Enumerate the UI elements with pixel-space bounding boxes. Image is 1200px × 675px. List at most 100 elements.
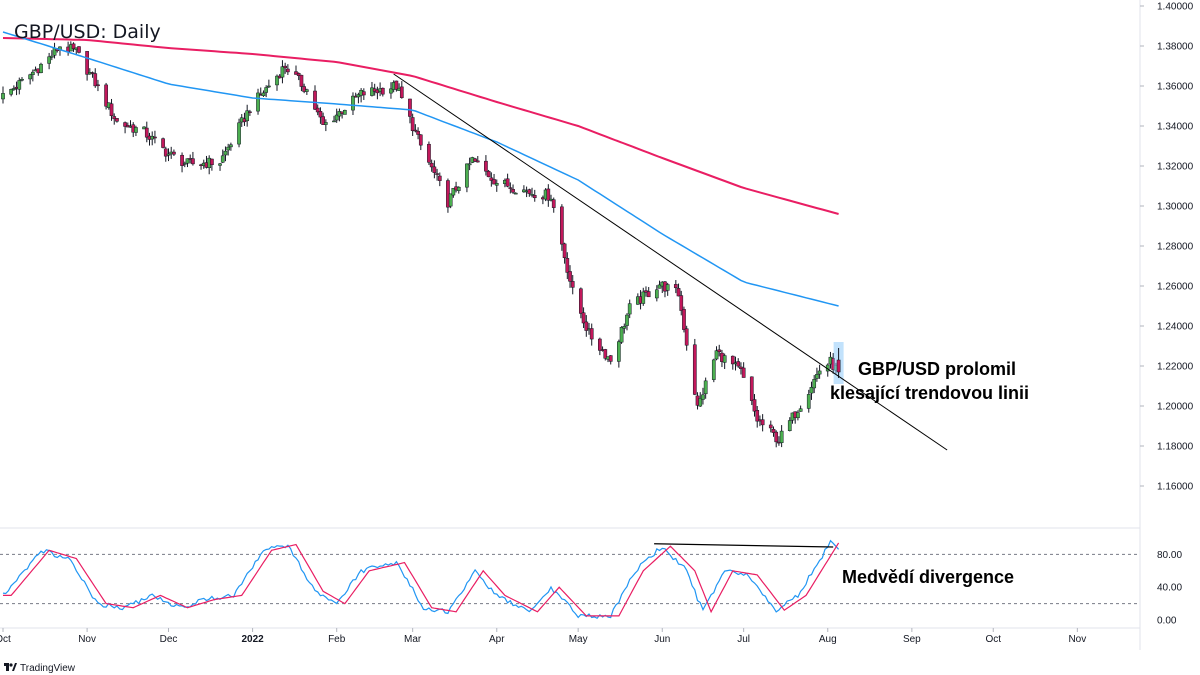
price-tick-label: 1.36000	[1157, 82, 1194, 93]
tradingview-logo-icon	[4, 663, 17, 671]
candle	[806, 389, 811, 413]
candle-body-bull	[323, 122, 328, 125]
candle-body-bull	[817, 370, 822, 375]
candle	[144, 121, 149, 143]
candle-body-bear	[486, 170, 491, 178]
candle-body-bear	[210, 158, 214, 166]
stoch-tick-label: 40.00	[1157, 583, 1182, 594]
candle-body-bear	[163, 148, 168, 157]
candle	[508, 182, 513, 194]
candle-body-bear	[153, 136, 157, 139]
candle	[182, 161, 187, 168]
candle	[489, 172, 494, 187]
candle-body-bull	[787, 420, 792, 431]
candle-body-bear	[692, 344, 697, 395]
candle	[115, 118, 119, 123]
candle-body-bear	[313, 90, 317, 110]
price-tick-label: 1.16000	[1157, 482, 1194, 493]
candle-body-bear	[527, 189, 532, 194]
candle	[692, 338, 697, 396]
breakout-annotation-line1: GBP/USD prolomil	[858, 359, 1016, 379]
candle	[673, 280, 678, 294]
candle-body-bear	[77, 46, 81, 53]
price-axis[interactable]: 1.40000 1.38000 1.36000 1.34000 1.32000 1.300…	[1140, 2, 1194, 493]
candle	[730, 355, 735, 370]
candle	[1, 86, 5, 104]
candle	[275, 74, 279, 91]
candle-body-bull	[17, 80, 22, 90]
candle	[185, 158, 190, 168]
candle-body-bear	[104, 84, 108, 107]
candle-body-bear	[418, 134, 423, 146]
time-tick-label: Nov	[78, 634, 96, 645]
candle-body-bear	[248, 111, 252, 113]
candle-body-bull	[1, 93, 5, 100]
candle	[484, 155, 488, 176]
candle	[815, 367, 819, 382]
candle-body-bull	[30, 71, 35, 76]
candle-body-bear	[123, 122, 127, 127]
candle-body-bull	[779, 430, 784, 443]
candle	[617, 339, 621, 368]
candle	[71, 42, 76, 52]
price-tick-label: 1.38000	[1157, 42, 1194, 53]
candle	[570, 275, 575, 295]
candle-body-bear	[551, 199, 556, 208]
candle-body-bull	[275, 75, 279, 86]
candle-body-bull	[622, 326, 627, 329]
time-tick-label: Mar	[404, 634, 422, 645]
descending-trendline[interactable]	[393, 73, 948, 451]
candle-body-bull	[9, 89, 13, 95]
candle	[210, 158, 214, 171]
candle	[527, 188, 532, 197]
candle-body-bear	[93, 73, 98, 87]
candle	[9, 88, 13, 97]
stoch-d-line	[3, 542, 840, 617]
candle-body-bear	[410, 117, 415, 132]
candle	[467, 157, 472, 171]
candle-body-bull	[237, 122, 241, 145]
tradingview-logo[interactable]: TradingView	[4, 663, 76, 674]
candle	[351, 92, 355, 116]
candle	[163, 146, 168, 162]
candle	[153, 130, 157, 144]
candle	[676, 283, 681, 297]
candle-body-bear	[836, 359, 841, 373]
candle	[334, 108, 339, 123]
candle	[584, 315, 589, 337]
candle	[237, 118, 241, 148]
candle	[408, 98, 412, 124]
candle-body-bear	[598, 338, 602, 351]
candle-body-bear	[679, 295, 684, 311]
candle	[741, 362, 746, 378]
time-tick-label: Jul	[737, 634, 750, 645]
candle	[684, 325, 689, 351]
candle	[714, 346, 719, 361]
candle-body-bull	[703, 380, 708, 395]
candle	[77, 46, 81, 54]
divergence-line[interactable]	[654, 543, 834, 548]
candle-body-bull	[229, 144, 233, 148]
candle	[256, 88, 260, 115]
candle-body-bear	[532, 195, 537, 199]
time-tick-label: Apr	[489, 634, 505, 645]
moving-averages	[2, 31, 839, 307]
candle	[657, 280, 662, 289]
candle-body-bear	[511, 189, 515, 193]
candle-body-bull	[456, 186, 461, 191]
candle-body-bear	[437, 175, 442, 181]
stoch-tick-label: 80.00	[1157, 550, 1182, 561]
candle	[486, 169, 491, 178]
time-axis[interactable]: Oct Nov Dec 2022 Feb Mar Apr May Jun Jul Aug Sep Oct…	[0, 628, 1086, 645]
price-tick-label: 1.28000	[1157, 242, 1194, 253]
stochastic-axis[interactable]: 80.00 40.00 0.00	[1157, 550, 1182, 627]
candle-body-bull	[267, 85, 271, 88]
candle-body-bull	[39, 63, 43, 74]
candle-body-bear	[191, 158, 195, 165]
candle-body-bear	[286, 68, 290, 73]
price-tick-label: 1.26000	[1157, 282, 1194, 293]
candle	[166, 148, 171, 162]
candle-body-bear	[161, 138, 165, 148]
candle-body-bull	[627, 303, 632, 315]
